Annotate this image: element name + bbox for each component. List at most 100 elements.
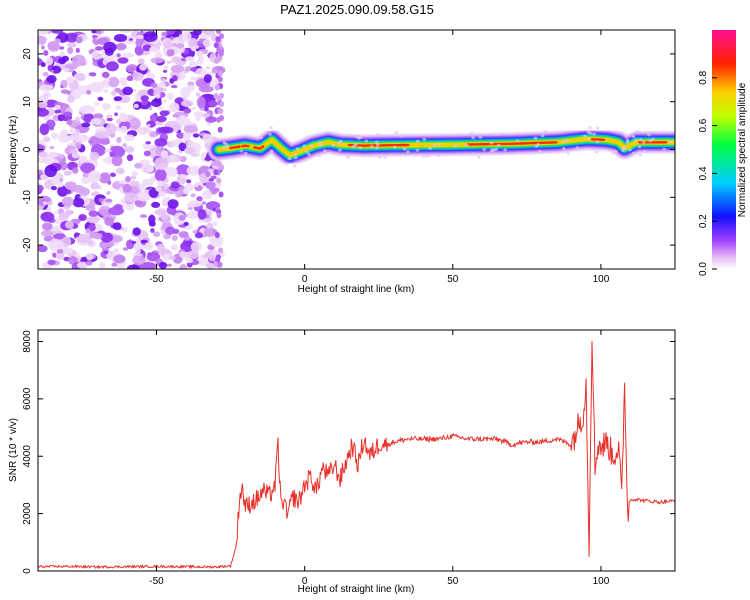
noise-speckle — [85, 253, 94, 261]
ridge-speckle — [351, 145, 356, 148]
noise-speckle — [113, 248, 120, 253]
noise-speckle — [61, 196, 74, 207]
noise-speckle — [109, 145, 126, 158]
ridge-speckle — [416, 139, 420, 143]
noise-speckle — [93, 113, 104, 120]
ridge-speckle — [309, 144, 314, 148]
noise-speckle — [38, 184, 44, 192]
ridge-speckle — [224, 142, 228, 146]
noise-speckle — [70, 91, 77, 97]
noise-speckle — [72, 197, 85, 208]
noise-speckle — [111, 90, 118, 96]
noise-speckle — [88, 240, 94, 246]
snr-frame — [37, 329, 676, 572]
noise-speckle — [181, 157, 187, 162]
noise-speckle — [164, 167, 178, 177]
noise-speckle — [156, 115, 167, 123]
noise-speckle — [104, 149, 112, 153]
ridge-speckle — [489, 141, 494, 145]
ridge-speckle — [295, 147, 300, 151]
noise-speckle — [217, 126, 223, 133]
noise-speckle — [143, 31, 158, 42]
noise-speckle — [218, 247, 224, 254]
noise-speckle — [160, 77, 167, 82]
noise-speckle — [106, 241, 115, 248]
noise-speckle — [160, 150, 169, 159]
ridge-speckle — [355, 135, 359, 139]
noise-speckle — [204, 228, 214, 238]
ridge-speckle — [471, 136, 476, 140]
noise-speckle — [40, 62, 46, 68]
ridge-speckle — [465, 143, 469, 147]
ridge-speckle — [378, 155, 382, 159]
noise-speckle — [94, 46, 104, 51]
noise-speckle — [144, 242, 153, 249]
spectrogram-x-tick-label: 50 — [447, 274, 459, 285]
noise-speckle — [190, 107, 197, 110]
noise-speckle — [106, 118, 113, 122]
noise-speckle — [60, 89, 69, 94]
noise-speckle — [215, 254, 221, 261]
colorbar-ticks: 0.0 0.2 0.4 0.6 0.8 — [698, 70, 717, 276]
noise-speckle — [46, 75, 57, 84]
noise-speckle — [217, 70, 223, 77]
ridge-speckle — [375, 140, 379, 144]
noise-speckle — [205, 201, 221, 211]
ridge-speckle — [331, 143, 336, 147]
noise-speckle — [155, 94, 161, 99]
noise-speckle — [122, 143, 127, 148]
noise-speckle — [145, 141, 151, 145]
noise-speckle — [90, 182, 100, 190]
noise-speckle — [217, 261, 223, 268]
noise-speckle — [205, 116, 217, 123]
noise-speckle — [140, 100, 149, 106]
ridge-speckle — [490, 148, 495, 152]
noise-speckle — [189, 76, 196, 81]
noise-speckle — [218, 191, 224, 198]
noise-speckle — [55, 251, 64, 260]
ridge-speckle — [421, 154, 426, 158]
ridge-speckle — [373, 154, 378, 157]
noise-speckle — [183, 125, 198, 133]
noise-speckle — [197, 57, 204, 65]
noise-speckle — [196, 196, 203, 202]
noise-speckle — [201, 190, 213, 200]
noise-speckle — [219, 101, 225, 107]
noise-speckle — [154, 96, 162, 104]
noise-speckle — [133, 103, 139, 109]
ridge-speckle — [538, 149, 542, 153]
noise-speckle — [216, 30, 221, 35]
ridge-speckle — [494, 133, 498, 136]
ridge-speckle — [358, 146, 363, 150]
ridge-speckle — [482, 148, 487, 151]
noise-speckle — [162, 41, 174, 49]
noise-speckle — [71, 185, 85, 193]
noise-speckle — [154, 138, 168, 147]
noise-speckle — [170, 244, 178, 251]
noise-speckle — [63, 247, 74, 254]
noise-speckle — [122, 247, 129, 251]
noise-speckle — [124, 146, 135, 153]
noise-speckle — [61, 236, 72, 247]
noise-speckle — [131, 171, 139, 176]
noise-speckle — [91, 30, 97, 34]
noise-speckle — [190, 67, 197, 72]
noise-speckle — [88, 210, 99, 217]
noise-speckle — [54, 104, 61, 110]
chart-title: PAZ1.2025.090.09.58.G15 — [280, 2, 434, 17]
spectrogram-x-label: Height of straight line (km) — [298, 284, 415, 295]
noise-speckle — [106, 191, 111, 195]
noise-speckle — [47, 41, 61, 52]
ridge-speckle — [292, 164, 297, 168]
noise-speckle — [154, 157, 169, 171]
noise-speckle — [125, 176, 131, 183]
noise-speckle — [156, 180, 164, 187]
noise-speckle — [205, 154, 211, 162]
noise-speckle — [95, 30, 102, 35]
snr-y-ticks: 0 2000 4000 6000 8000 — [22, 330, 675, 574]
noise-speckle — [103, 251, 109, 255]
noise-speckle — [110, 172, 116, 177]
noise-speckle — [154, 168, 167, 182]
ridge-peak-core — [253, 145, 265, 150]
ridge-speckle — [293, 152, 298, 156]
